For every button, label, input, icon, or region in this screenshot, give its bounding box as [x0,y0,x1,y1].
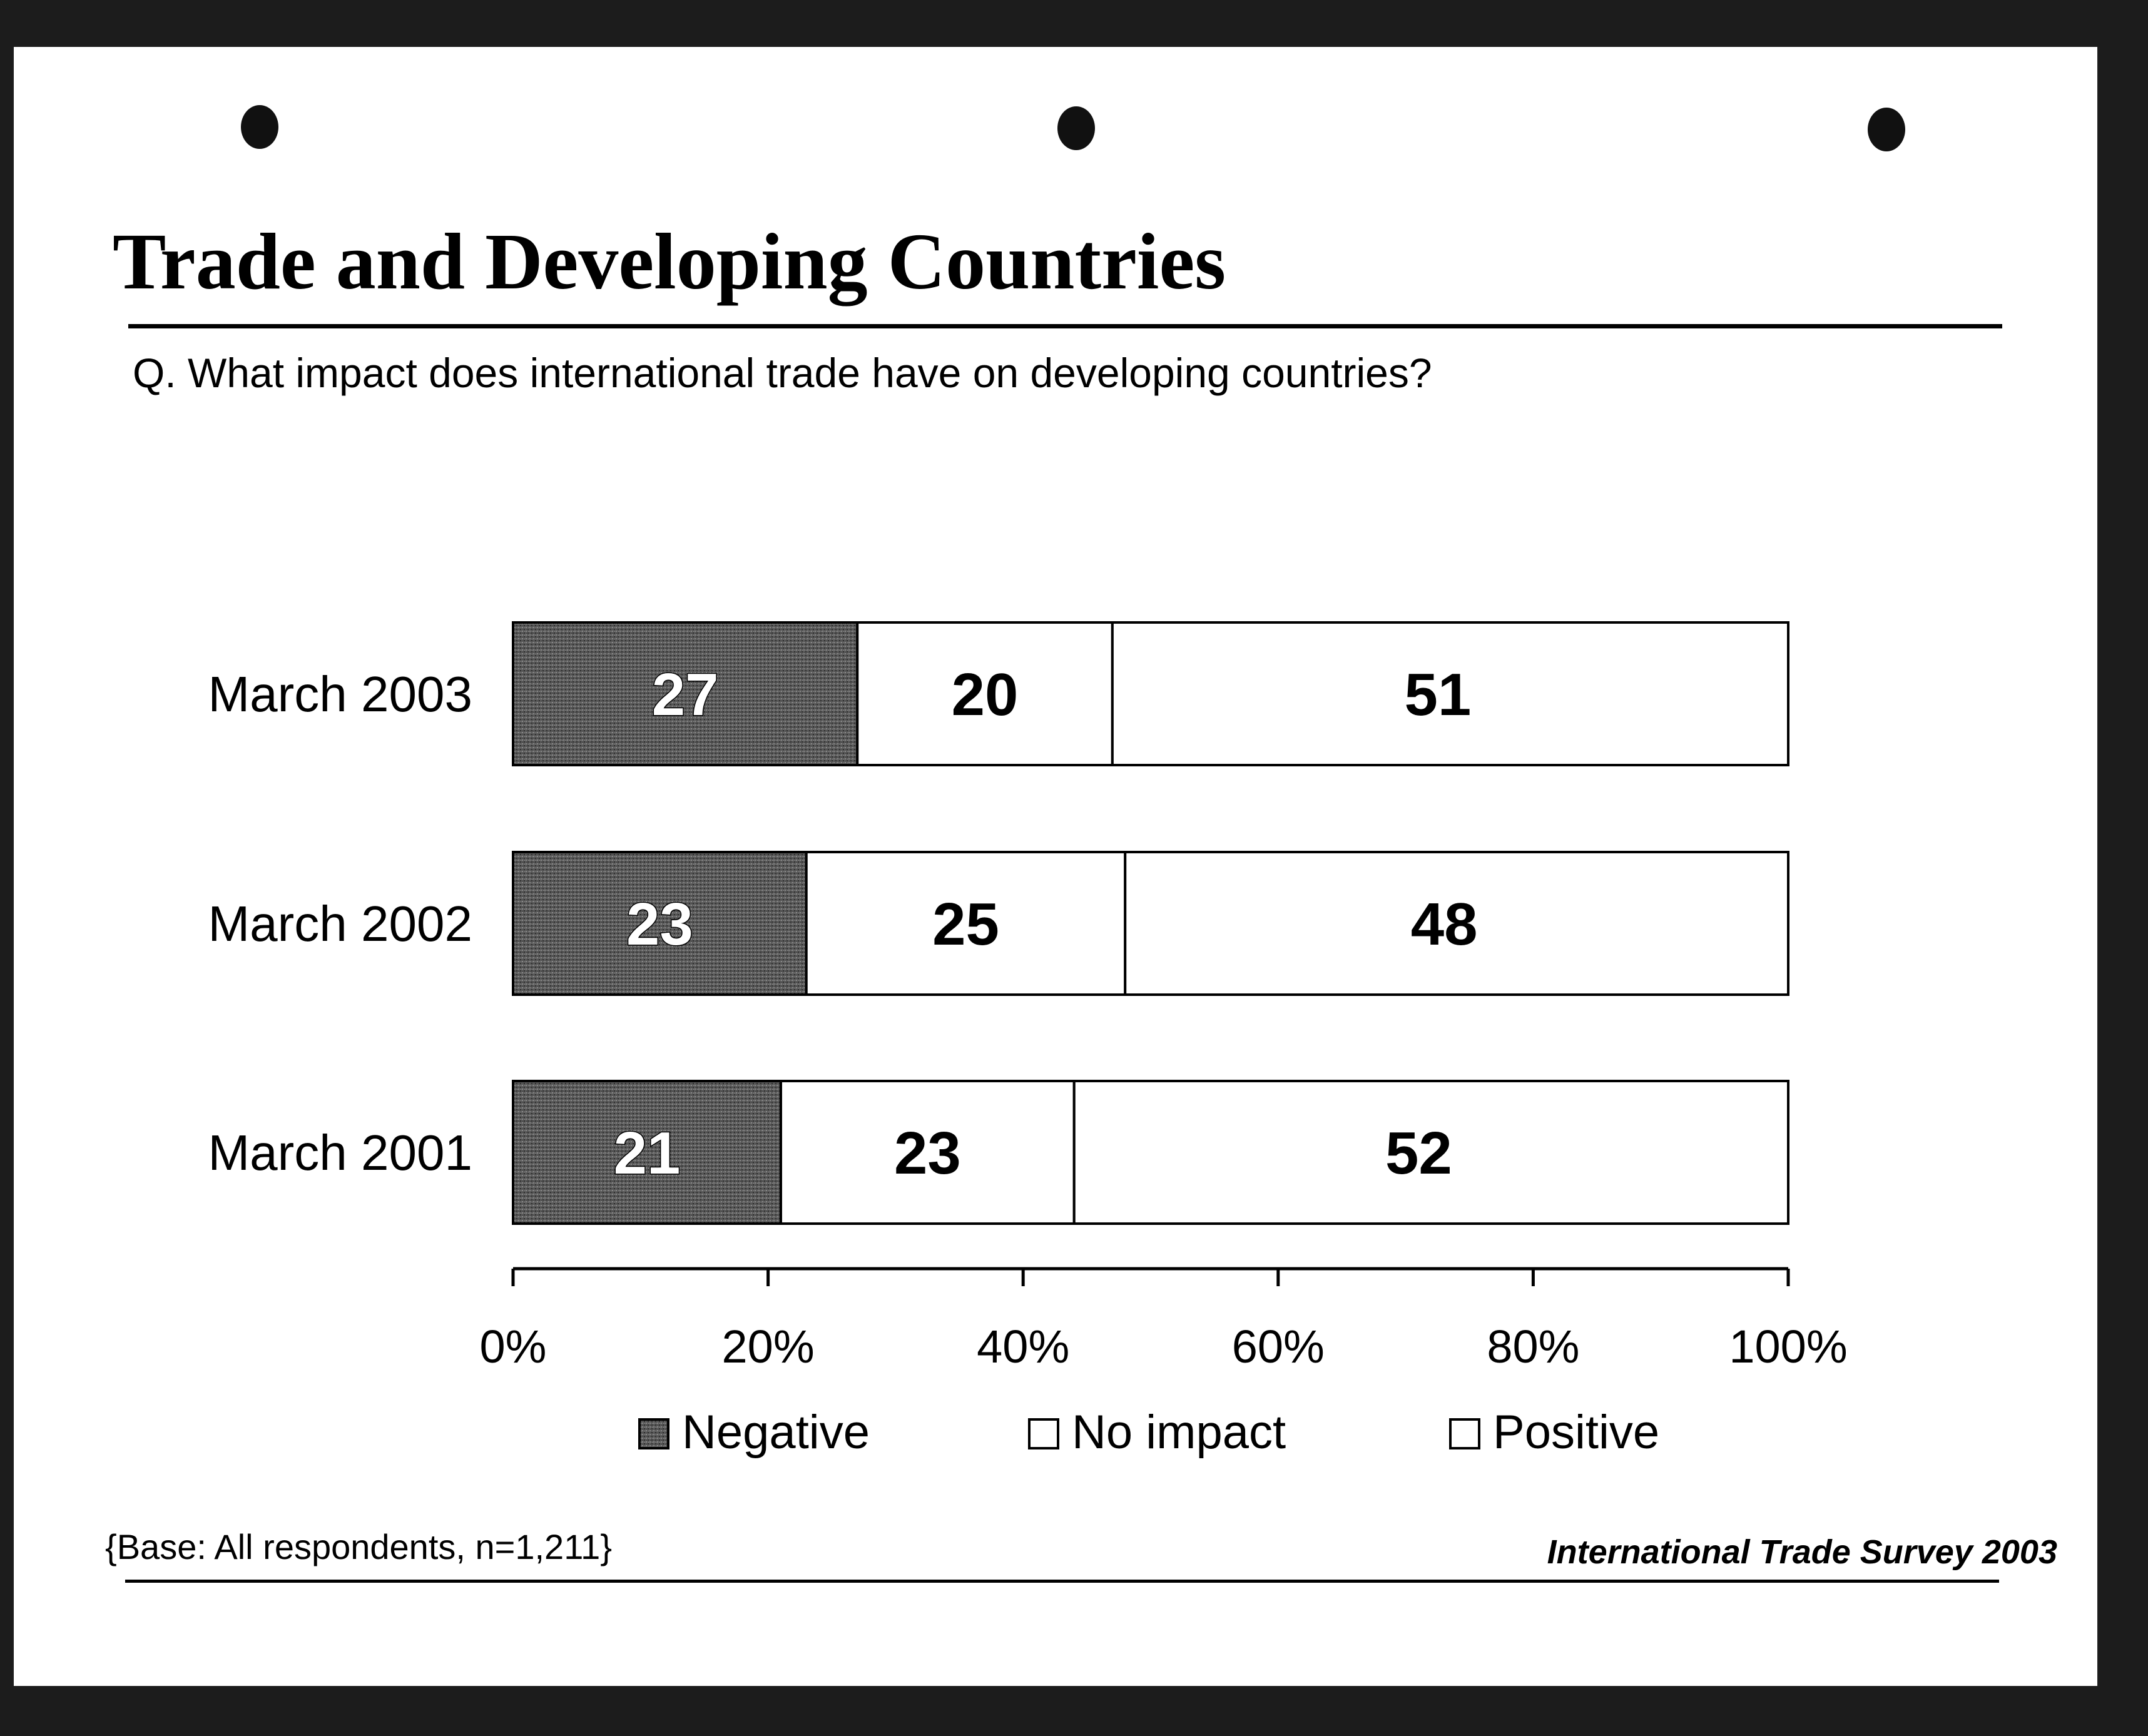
title-rule [128,324,2002,328]
data-label: 23 [894,1120,961,1187]
legend: Negative No impact Positive [638,1406,1659,1459]
bar-segment [512,1080,782,1225]
data-label: 21 [614,1120,681,1187]
data-label: 51 [1405,661,1472,728]
category-label: March 2002 [208,896,472,952]
x-tick-label: 0% [480,1321,547,1373]
base-note: {Base: All respondents, n=1,211} [105,1527,613,1566]
bar-segment [1111,621,1789,766]
data-label: 52 [1385,1120,1452,1187]
data-label: 25 [932,891,999,958]
punch-hole-left [241,105,278,149]
data-label: 20 [952,661,1019,728]
x-tick-label: 20% [722,1321,815,1373]
legend-label: No impact [1072,1406,1286,1459]
footer-rule [125,1580,1999,1583]
page-title: Trade and Developing Countries [113,217,1226,306]
x-tick-label: 60% [1232,1321,1325,1373]
bar-segment [856,621,1114,766]
data-label: 48 [1411,891,1478,958]
bar-segment [805,851,1127,996]
legend-swatch [638,1418,669,1449]
punch-hole-right [1868,108,1905,151]
bar-segment [1072,1080,1789,1225]
data-label: 27 [652,661,719,728]
bar-segment [1124,851,1789,996]
x-tick-label: 40% [977,1321,1069,1373]
legend-label: Negative [682,1406,870,1459]
bar-segment [512,851,808,996]
x-tick-label: 80% [1487,1321,1579,1373]
source-note: International Trade Survey 2003 [1547,1533,2057,1571]
category-label: March 2003 [208,666,472,722]
x-tick-label: 100% [1729,1321,1847,1373]
legend-label: Positive [1493,1406,1659,1459]
category-label: March 2001 [208,1125,472,1180]
legend-swatch [1449,1418,1480,1449]
x-axis: 0% 20% 40% 60% 80% 100% [480,1267,1848,1373]
punch-hole-center [1057,106,1095,150]
legend-swatch [1028,1418,1059,1449]
question-text: Q. What impact does international trade … [133,350,1432,396]
bars-group: March 2003 27 20 51 March 2002 23 25 48 March 20… [208,621,1789,1225]
bar-segment [779,1080,1076,1225]
data-label: 23 [626,891,693,958]
